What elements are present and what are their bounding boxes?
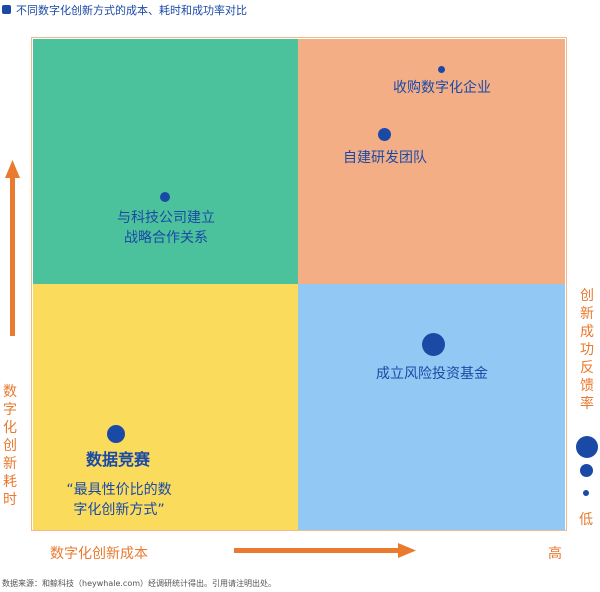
success-rate-char: 成 xyxy=(580,324,594,340)
y-axis-char: 数 xyxy=(3,384,17,400)
source-footnote: 数据来源：和鲸科技（heywhale.com）经调研统计得出。引用请注明出处。 xyxy=(2,579,277,588)
success-rate-char: 新 xyxy=(580,306,594,322)
success-rate-char: 反 xyxy=(580,360,594,376)
success-low-label: 低 xyxy=(579,512,593,528)
success-rate-label: 创 新 成 功 反 馈 率 xyxy=(578,287,596,413)
y-axis-char: 新 xyxy=(3,456,17,472)
y-axis-char: 字 xyxy=(3,402,17,418)
success-rate-char: 馈 xyxy=(580,378,594,394)
partnership-label: 与科技公司建立 战略合作关系 xyxy=(96,208,236,248)
rd-team-dot xyxy=(378,128,391,141)
quadrant-bottom-left xyxy=(33,284,298,530)
success-rate-char: 功 xyxy=(580,342,594,358)
matrix-frame xyxy=(31,37,567,531)
y-axis-label: 数 字 化 创 新 耗 时 xyxy=(1,383,19,509)
partnership-dot xyxy=(160,192,170,202)
y-axis-char: 化 xyxy=(3,420,17,436)
data-competition-dot xyxy=(107,425,125,443)
success-legend-small-dot xyxy=(583,490,589,496)
x-axis-high-label: 高 xyxy=(548,546,562,562)
data-competition-quote-line2: 字化创新方式” xyxy=(73,502,165,518)
legend-square-icon xyxy=(2,5,11,14)
x-axis-arrow-icon xyxy=(234,543,416,558)
success-rate-char: 率 xyxy=(580,396,594,412)
y-axis-char: 创 xyxy=(3,438,17,454)
y-axis-char: 时 xyxy=(3,492,17,508)
success-rate-char: 创 xyxy=(580,288,594,304)
venture-fund-dot xyxy=(422,333,445,356)
x-axis-label: 数字化创新成本 xyxy=(50,546,148,562)
venture-fund-label: 成立风险投资基金 xyxy=(376,366,488,382)
data-competition-quote: “最具性价比的数 字化创新方式” xyxy=(54,480,184,520)
partnership-label-line1: 与科技公司建立 xyxy=(117,210,215,226)
partnership-label-line2: 战略合作关系 xyxy=(124,230,208,246)
success-legend-medium-dot xyxy=(580,464,593,477)
rd-team-label: 自建研发团队 xyxy=(343,150,427,166)
data-competition-quote-line1: “最具性价比的数 xyxy=(66,482,172,498)
legend-label: 不同数字化创新方式的成本、耗时和成功率对比 xyxy=(16,4,247,17)
acquisition-dot xyxy=(438,66,445,73)
quadrant-top-right xyxy=(298,39,565,284)
data-competition-label: 数据竞赛 xyxy=(85,450,150,469)
y-axis-char: 耗 xyxy=(3,474,17,490)
y-axis-arrow-icon xyxy=(5,160,20,336)
acquisition-label: 收购数字化企业 xyxy=(393,80,491,96)
success-legend-large-dot xyxy=(576,436,598,458)
quadrant-bottom-right xyxy=(298,284,565,530)
quadrant-top-left xyxy=(33,39,298,284)
